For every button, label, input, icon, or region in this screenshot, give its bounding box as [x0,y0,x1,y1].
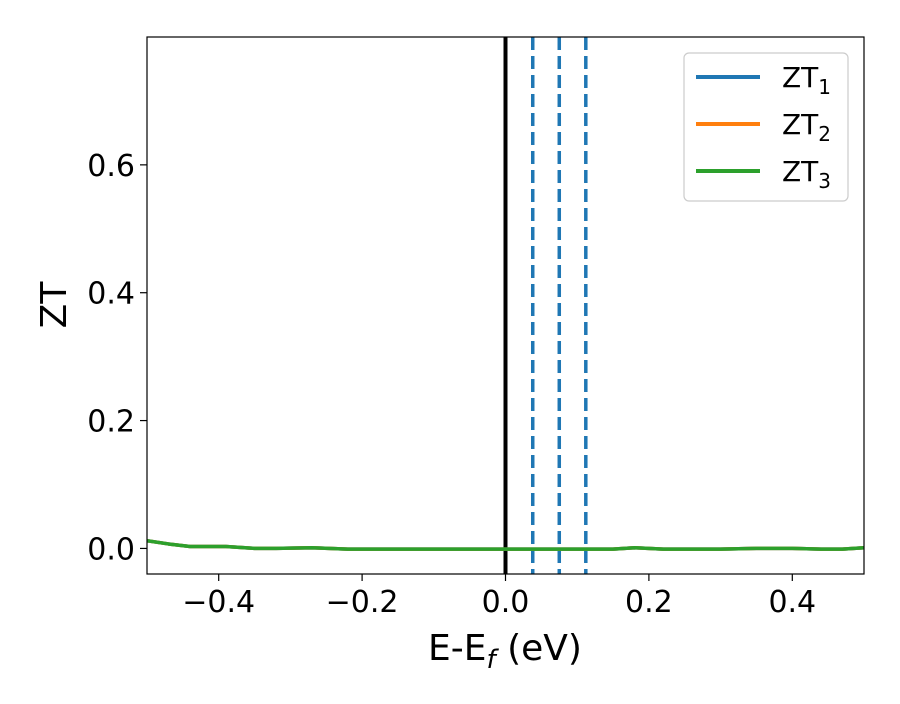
x-axis-label-suffix: (eV) [496,628,582,669]
x-axis-label: E-Ef (eV) [428,628,582,675]
x-axis-label-main: E-E [428,628,486,669]
y-tick-label: 0.6 [87,149,135,184]
x-axis-ticks: −0.4 −0.2 0.0 0.2 0.4 [182,574,816,620]
y-axis-label: ZT [34,281,75,329]
legend: ZT1 ZT2 ZT3 [683,52,849,202]
x-tick-label: −0.2 [326,585,399,620]
legend-box [683,52,849,202]
y-axis-ticks: 0.0 0.2 0.4 0.6 [87,149,147,567]
x-tick-label: −0.4 [182,585,255,620]
plot-content [147,37,864,574]
x-tick-label: 0.0 [482,585,530,620]
y-tick-label: 0.2 [87,405,135,440]
y-tick-label: 0.4 [87,277,135,312]
x-tick-label: 0.2 [625,585,673,620]
plot-area [146,36,865,575]
legend-label-zt3: ZT3 [782,155,831,193]
axis-labels: E-Ef (eV) ZT [34,281,582,675]
y-tick-label: 0.0 [87,532,135,567]
legend-label-zt2: ZT2 [782,108,831,146]
x-tick-label: 0.4 [768,585,816,620]
series-line-zt3 [147,539,864,551]
legend-label-zt1: ZT1 [782,61,831,99]
